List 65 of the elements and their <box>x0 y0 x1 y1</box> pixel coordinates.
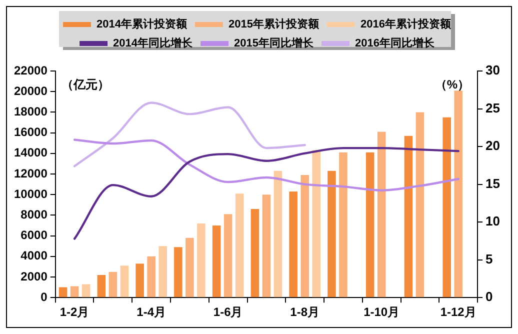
bar <box>312 150 320 298</box>
y2-axis-title: （%） <box>434 77 470 92</box>
line-series <box>73 102 306 168</box>
y2-tick-label: 0 <box>486 289 493 304</box>
bar <box>70 286 79 298</box>
bar <box>58 287 68 298</box>
x-tick-label: 1-4月 <box>136 305 166 320</box>
y-tick-label: 18000 <box>14 104 48 119</box>
bar <box>147 256 156 298</box>
bar <box>300 175 309 298</box>
y-tick-label: 4000 <box>20 248 48 263</box>
bar <box>212 226 221 298</box>
line-series <box>73 138 460 192</box>
bar <box>174 247 182 298</box>
bar <box>377 132 386 298</box>
bar <box>274 170 282 298</box>
legend-label: 2014年同比增长 <box>113 36 194 50</box>
y-tick-label: 16000 <box>14 125 48 140</box>
bar <box>97 274 106 298</box>
bar <box>416 112 424 298</box>
line-series <box>73 146 460 240</box>
y-axis-title: （亿元） <box>61 77 110 92</box>
y-tick-label: 20000 <box>14 84 48 98</box>
bar <box>454 90 462 298</box>
bar <box>82 284 90 298</box>
y2-tick-label: 30 <box>486 62 500 78</box>
bar <box>289 192 298 298</box>
bar <box>235 194 244 298</box>
bar <box>250 209 260 298</box>
legend-label: 2014年累计投资额 <box>96 18 188 31</box>
x-tick-label: 1-10月 <box>364 305 400 320</box>
bar <box>442 117 451 298</box>
legend-label: 2015年累计投资额 <box>228 18 320 31</box>
bar <box>136 264 144 298</box>
bar <box>262 194 271 298</box>
bar <box>120 266 129 298</box>
bar <box>366 152 374 298</box>
x-tick-label: 1-2月 <box>60 305 90 320</box>
y2-tick-label: 25 <box>486 100 500 116</box>
x-tick-label: 1-12月 <box>440 305 476 320</box>
y-tick-label: 0 <box>40 290 48 304</box>
y-tick-label: 14000 <box>14 146 48 160</box>
bar <box>328 170 336 298</box>
y-tick-label: 10000 <box>14 186 48 201</box>
y-tick-label: 8000 <box>20 208 48 222</box>
legend-label: 2016年累计投资额 <box>360 18 452 31</box>
y-tick-label: 12000 <box>14 166 48 180</box>
x-tick-label: 1-8月 <box>290 305 320 320</box>
bar <box>108 272 118 298</box>
bar <box>197 223 206 298</box>
bar <box>158 246 167 298</box>
x-tick-label: 1-6月 <box>213 305 243 320</box>
y2-tick-label: 10 <box>486 214 500 229</box>
legend-label: 2015年同比增长 <box>234 36 314 50</box>
y-tick-label: 22000 <box>14 63 48 78</box>
legend-label: 2016年同比增长 <box>354 36 436 50</box>
bar <box>224 214 232 298</box>
bar <box>404 136 413 298</box>
y2-tick-label: 20 <box>486 138 500 154</box>
y-tick-label: 2000 <box>20 269 48 284</box>
bar <box>339 152 348 298</box>
y2-tick-label: 5 <box>486 251 493 266</box>
bar <box>186 238 194 298</box>
y-tick-label: 6000 <box>20 228 48 242</box>
y2-tick-label: 15 <box>486 176 500 191</box>
